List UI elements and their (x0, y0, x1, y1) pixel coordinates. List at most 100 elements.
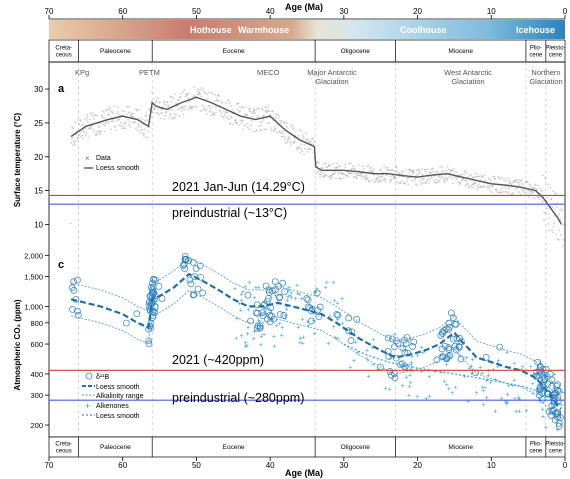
temp-point: × (470, 172, 473, 177)
temp-point: × (155, 98, 158, 103)
temp-point: × (463, 169, 466, 174)
temp-point: × (84, 116, 87, 121)
temp-point: × (167, 99, 170, 104)
epoch-label: Oligocene (341, 48, 371, 55)
temp-point: × (442, 175, 445, 180)
temp-point: × (235, 120, 238, 125)
alkenone-point: + (517, 409, 521, 416)
legend-data-icon: × (85, 154, 90, 163)
temp-point: × (302, 132, 305, 137)
temp-point: × (424, 180, 427, 185)
alkenone-point: + (439, 370, 443, 377)
temp-point: × (277, 113, 280, 118)
legend-alkenone-label: Alkenones (96, 403, 129, 410)
boron-point (276, 311, 284, 318)
temp-point: × (270, 125, 273, 130)
alkenone-point: + (241, 289, 245, 296)
temp-point: × (561, 243, 564, 248)
temp-point: × (161, 107, 164, 112)
temp-point: × (229, 121, 232, 126)
temp-point: × (129, 113, 132, 118)
temp-point: × (494, 176, 497, 181)
temp-point: × (477, 185, 480, 190)
temp-point: × (73, 140, 76, 145)
temp-point: × (100, 129, 103, 134)
temp-point: × (141, 116, 144, 121)
temp-point: × (353, 170, 356, 175)
alkenone-point: + (480, 371, 484, 378)
boron-point (548, 382, 555, 390)
temp-point: × (117, 117, 120, 122)
temp-point: × (308, 140, 311, 145)
temp-point: × (230, 114, 233, 119)
temp-point: × (527, 188, 530, 193)
temp-point: × (199, 87, 202, 92)
temp-point: × (531, 186, 534, 191)
temp-point: × (378, 174, 381, 179)
alkenone-point: + (246, 307, 250, 314)
temp-point: × (451, 175, 454, 180)
temp-point: × (338, 163, 341, 168)
boron-point (254, 322, 262, 330)
boron-point (550, 395, 557, 402)
temp-point: × (292, 126, 295, 131)
temp-point: × (227, 98, 230, 103)
temp-point: × (211, 103, 214, 108)
temp-point: × (414, 176, 417, 181)
temp-point: × (561, 208, 564, 213)
boron-point (70, 278, 77, 286)
temp-point: × (104, 121, 107, 126)
temp-point: × (157, 95, 160, 100)
temp-point: × (306, 139, 309, 144)
temp-point: × (171, 114, 174, 119)
boron-point (247, 317, 254, 325)
temp-point: × (504, 189, 507, 194)
boron-point (538, 396, 546, 403)
event-northern-glaciation: Northern Glaciation (529, 68, 562, 86)
boron-point (539, 365, 547, 373)
epoch-label: Miocene (448, 48, 473, 55)
temp-point: × (562, 237, 565, 242)
temp-point: × (112, 117, 115, 122)
state-warmhouse: Warmhouse (238, 25, 289, 35)
temp-point: × (258, 106, 261, 111)
temp-point: × (446, 168, 449, 173)
co2-tick-label: 1,000 (24, 302, 43, 311)
alkenone-point: + (470, 370, 474, 377)
temp-point: × (88, 126, 91, 131)
event-major-antarctic: Major Antarctic Glaciation (307, 68, 357, 86)
temp-point: × (316, 159, 319, 164)
temp-point: × (441, 170, 444, 175)
temp-point: × (176, 100, 179, 105)
alkenone-point: + (298, 336, 302, 343)
temp-point: × (93, 116, 96, 121)
temp-point: × (135, 125, 138, 130)
boron-point (541, 375, 548, 382)
temp-point: × (233, 110, 236, 115)
temp-point: × (474, 180, 477, 185)
temp-point: × (87, 134, 90, 139)
alkenone-point: + (408, 373, 412, 380)
temp-point: × (131, 111, 134, 116)
temp-point: × (551, 227, 554, 232)
temp-point: × (504, 185, 507, 190)
temp-point: × (236, 101, 239, 106)
temp-point: × (219, 108, 222, 113)
temp-point: × (173, 111, 176, 116)
state-icehouse: Icehouse (516, 25, 555, 35)
temp-point: × (415, 172, 418, 177)
boron-point (445, 326, 452, 334)
temp-point: × (244, 111, 247, 116)
top-tick-label: 70 (45, 7, 54, 16)
boron-point (388, 371, 395, 379)
alkenone-point: + (556, 427, 560, 434)
temp-point: × (406, 178, 409, 183)
temp-point: × (315, 160, 318, 165)
temp-point: × (261, 105, 264, 110)
alkenone-point: + (340, 321, 344, 328)
temp-point: × (304, 146, 307, 151)
temp-point: × (389, 180, 392, 185)
temp-point: × (370, 167, 373, 172)
temp-point: × (174, 114, 177, 119)
temp-point: × (128, 104, 131, 109)
